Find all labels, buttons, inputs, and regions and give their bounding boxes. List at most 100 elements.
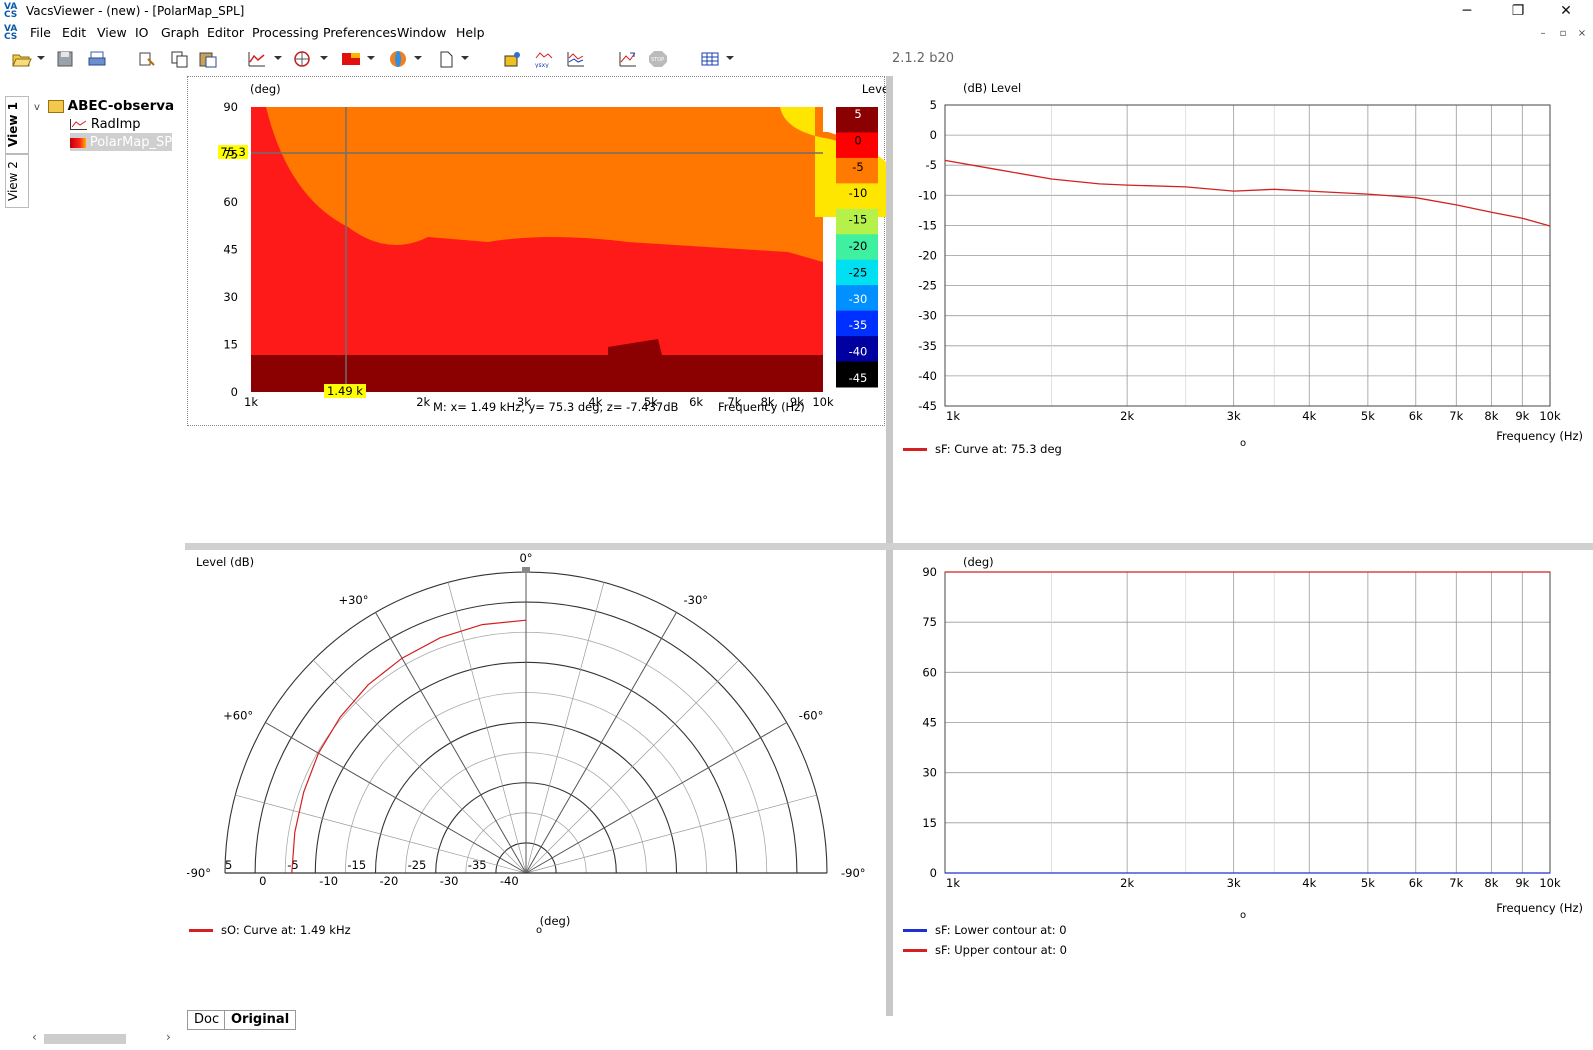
tab-view-2[interactable]: View 2 — [5, 154, 29, 208]
colormap-z-label: Level (dB) — [862, 82, 886, 96]
print-icon[interactable] — [87, 50, 107, 68]
polar-radial-label: 5 — [225, 858, 232, 872]
menu-app-icon[interactable]: VA CS — [4, 24, 18, 42]
polar-radial-label: -35 — [468, 858, 487, 872]
new-page-icon[interactable] — [436, 50, 456, 68]
tree-horizontal-scrollbar[interactable]: ‹ › — [30, 1030, 180, 1046]
polar-grid: 0°+30°-30°+60°-60°+90°-90°50-5-10-15-20-… — [181, 551, 866, 888]
menu-edit[interactable]: Edit — [62, 25, 87, 40]
menu-file[interactable]: File — [30, 25, 51, 40]
y-tick-label: 30 — [922, 766, 937, 780]
polar-graph-dropdown-icon[interactable] — [320, 56, 328, 60]
bucket-icon[interactable] — [502, 50, 522, 68]
color-scale-swatch — [836, 208, 878, 235]
colormap-x-tick: 2k — [416, 395, 430, 409]
menu-view[interactable]: View — [97, 25, 127, 40]
title-bar: VA CS VacsViewer - (new) - [PolarMap_SPL]… — [0, 0, 1593, 22]
color-scale-label: -40 — [849, 345, 868, 359]
color-scale-label: -10 — [849, 186, 868, 200]
scroll-left-icon[interactable]: ‹ — [32, 1030, 37, 1044]
colormap-panel: (deg) Level (dB) 75.3 1.49 k 90 75 60 45 30 1… — [187, 76, 1008, 427]
x-tick-label: 6k — [1409, 876, 1423, 890]
contour-x-label: Frequency (Hz) — [1496, 901, 1583, 915]
tree-item-radimp[interactable]: RadImp — [70, 115, 141, 133]
colormap-x-label: Frequency (Hz) — [718, 400, 805, 414]
graph-compare-icon[interactable] — [566, 50, 586, 68]
tab-view-1[interactable]: View 1 — [5, 96, 29, 154]
y-tick-label: -5 — [926, 158, 937, 172]
grid-icon[interactable] — [700, 50, 720, 68]
scroll-thumb[interactable] — [44, 1034, 126, 1044]
colormap-x-tick: 5k — [644, 395, 658, 409]
chart-grid: 90 75 60 45 30 15 0 1k 2k 3k 4k 5k 6k 7k 8k 9k 10k — [922, 565, 1561, 890]
y-tick-label: -40 — [918, 369, 937, 383]
polar-title: Level (dB) — [196, 555, 254, 569]
tree-root[interactable]: v ABEC-observa — [34, 97, 174, 115]
color-scale-swatch — [836, 234, 878, 261]
series-line[interactable] — [944, 159, 1551, 227]
mdi-close-button[interactable]: × — [1577, 28, 1587, 39]
graph-arrow-icon[interactable] — [618, 50, 638, 68]
polar-radial-label: -10 — [319, 874, 338, 888]
cursor-y-badge — [218, 145, 248, 159]
sphere-icon[interactable] — [388, 50, 408, 68]
y-tick-label: 0 — [930, 866, 937, 880]
sphere-dropdown-icon[interactable] — [414, 56, 422, 60]
colormap-x-tick: 7k — [727, 395, 741, 409]
grid-dropdown-icon[interactable] — [726, 56, 734, 60]
polar-spoke — [525, 612, 677, 874]
polar-radial-label: -25 — [408, 858, 427, 872]
x-tick-label: 2k — [1120, 876, 1134, 890]
color-scale-swatch — [836, 132, 878, 159]
menu-processing[interactable]: Processing — [252, 25, 319, 40]
tab-doc[interactable]: Doc — [187, 1010, 227, 1030]
close-button[interactable]: ✕ — [1560, 3, 1572, 19]
y-tick-label: 0 — [930, 128, 937, 142]
colormap-chart[interactable]: (deg) Level (dB) 75.3 1.49 k 90 75 60 45 30 1… — [188, 77, 1008, 427]
save-icon[interactable] — [55, 50, 75, 68]
line-graph-dropdown-icon[interactable] — [274, 56, 282, 60]
polar-legend: sO: Curve at: 1.49 kHz — [189, 923, 351, 937]
stop-icon[interactable]: STOP — [648, 50, 668, 68]
menu-io[interactable]: IO — [135, 25, 149, 40]
color-scale-swatch — [836, 361, 878, 388]
scroll-right-icon[interactable]: › — [166, 1030, 171, 1044]
contour-panel: (deg) Frequency (Hz) o 90 75 60 45 30 15 0 1k 2k… — [893, 550, 1593, 1010]
open-icon[interactable] — [12, 50, 32, 68]
colormap-dropdown-icon[interactable] — [367, 56, 375, 60]
horizontal-splitter[interactable] — [185, 543, 1593, 550]
line-graph-icon[interactable] — [247, 50, 267, 68]
menu-editor[interactable]: Editor — [207, 25, 244, 40]
open-dropdown-icon[interactable] — [37, 56, 45, 60]
polar-graph-icon[interactable] — [292, 50, 312, 68]
tree-item-polarmap[interactable]: PolarMap_SP — [70, 133, 173, 151]
mdi-minimize-button[interactable]: – — [1540, 28, 1546, 39]
mdi-restore-button[interactable]: ▫ — [1559, 28, 1567, 39]
line-graph-icon — [70, 119, 87, 130]
menu-preferences[interactable]: Preferences — [323, 25, 397, 40]
paste-icon[interactable] — [198, 50, 218, 68]
polar-chart[interactable]: Level (dB) (deg) o 0° +30° -30° +60° -60° +90… — [181, 550, 885, 950]
tab-original[interactable]: Original — [224, 1010, 297, 1030]
chevron-down-icon[interactable]: v — [34, 102, 40, 113]
polar-series-line[interactable] — [291, 619, 527, 874]
restore-button[interactable]: ❐ — [1511, 3, 1525, 19]
copy-icon[interactable] — [170, 50, 190, 68]
spl-unit-circle: o — [1240, 438, 1246, 449]
contour-unit-circle: o — [1240, 910, 1246, 920]
colormap-icon[interactable] — [341, 50, 361, 68]
properties-icon[interactable] — [137, 50, 157, 68]
x-tick-label: 9k — [1515, 876, 1529, 890]
ysxy-icon[interactable]: ysxy — [534, 50, 554, 68]
minimize-button[interactable]: ─ — [1462, 3, 1472, 19]
spl-chart[interactable]: (dB) Level Frequency (Hz) o 5 0 -5 -10 -15 -2… — [893, 76, 1593, 542]
menu-help[interactable]: Help — [456, 25, 485, 40]
polar-top-marker[interactable] — [522, 567, 530, 573]
new-page-dropdown-icon[interactable] — [461, 56, 469, 60]
menu-window[interactable]: Window — [397, 25, 447, 40]
menu-graph[interactable]: Graph — [161, 25, 200, 40]
contour-chart[interactable]: (deg) Frequency (Hz) o 90 75 60 45 30 15 0 1k 2k… — [893, 550, 1593, 921]
x-tick-label: 3k — [1227, 409, 1241, 423]
cursor-x-label: 1.49 k — [327, 384, 363, 398]
colormap-y-axis: 90 75 60 45 30 15 0 — [223, 100, 238, 399]
